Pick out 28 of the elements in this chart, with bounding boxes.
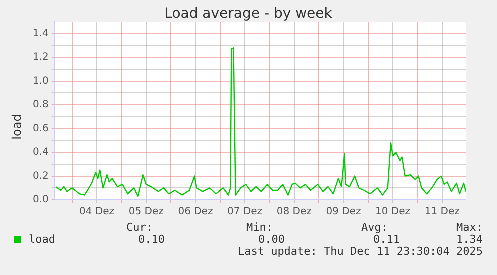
x-tick-label: 10 Dez <box>376 206 411 218</box>
text: Avg: <box>362 221 388 234</box>
x-tick-label: 11 Dez <box>424 206 460 218</box>
y-tick-label: 0.4 <box>32 147 49 158</box>
y-axis-title: load <box>10 113 24 142</box>
text: Cur: <box>126 221 153 234</box>
y-tick-label: 0.6 <box>32 123 49 134</box>
x-tick-label: 08 Dez <box>276 206 312 218</box>
text: 0.10 <box>138 233 165 246</box>
x-tick-label: 06 Dez <box>178 206 214 218</box>
y-tick-label: 1.2 <box>32 52 49 64</box>
y-tick-label: 0.8 <box>32 100 49 111</box>
chart-title: Load average - by week <box>164 6 334 22</box>
text: 0.11 <box>374 233 400 246</box>
y-tick-label: 0.2 <box>32 170 49 182</box>
x-tick-label: 05 Dez <box>128 206 164 218</box>
text: Last update: Thu Dec 11 23:30:04 2025 <box>238 245 483 258</box>
text: 1.34 <box>456 233 483 246</box>
text: 0.00 <box>258 233 285 246</box>
x-tick-label: 09 Dez <box>326 206 362 218</box>
y-tick-label: 0.0 <box>32 194 49 206</box>
x-tick-label: 07 Dez <box>228 206 263 218</box>
y-tick-label: 1.0 <box>32 76 49 87</box>
text: Max: <box>456 221 483 234</box>
text: Min: <box>246 221 273 234</box>
x-tick-label: 04 Dez <box>80 206 115 218</box>
y-tick-label: 1.4 <box>32 28 49 40</box>
legend-label: load <box>29 233 56 246</box>
